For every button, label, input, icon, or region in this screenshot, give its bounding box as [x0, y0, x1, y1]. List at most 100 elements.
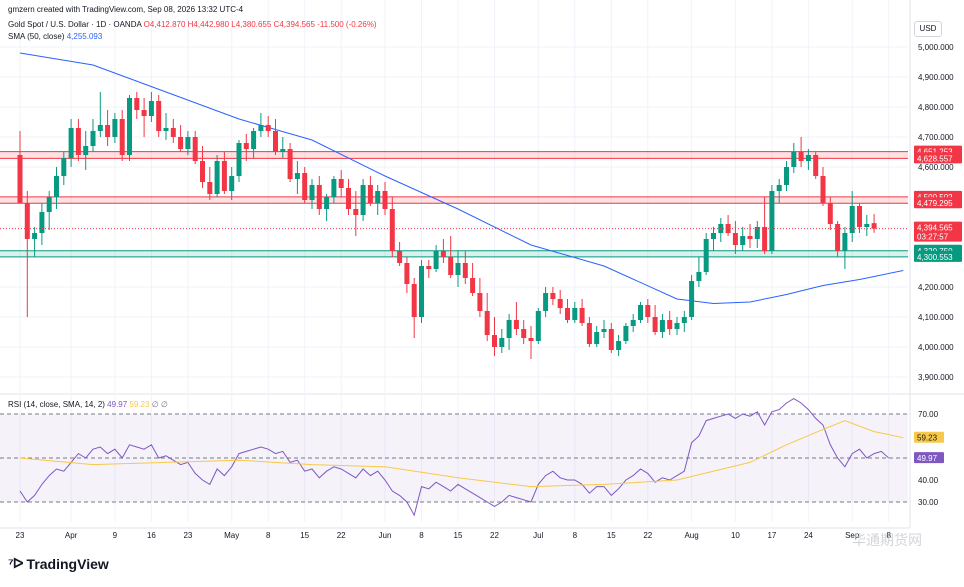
- candle-body: [353, 209, 359, 215]
- price-tick-label: 4,800.000: [918, 103, 954, 112]
- candle-body: [813, 155, 819, 176]
- candle-body: [455, 263, 461, 275]
- zone-band-support: [0, 250, 908, 257]
- watermark-text: 华通期货网: [852, 532, 922, 548]
- candle-body: [513, 320, 519, 329]
- candle-body: [265, 125, 271, 131]
- candle-body: [97, 125, 103, 131]
- candle-body: [754, 227, 760, 239]
- price-tick-label: 4,200.000: [918, 283, 954, 292]
- time-tick-label: 23: [16, 531, 25, 540]
- candle-body: [324, 197, 330, 209]
- candle-body: [732, 233, 738, 245]
- brand-name: TradingView: [26, 555, 109, 572]
- candle-body: [645, 305, 651, 317]
- time-tick-label: 15: [454, 531, 463, 540]
- zone-price-tag: [914, 152, 962, 164]
- candle-body: [586, 323, 592, 344]
- candle-body: [864, 224, 870, 227]
- candle-body: [163, 128, 169, 131]
- candle-body: [389, 209, 395, 251]
- last-price-label: 4,394.565: [917, 224, 953, 233]
- candle-body: [229, 176, 235, 191]
- time-tick-label: 10: [731, 531, 740, 540]
- candle-body: [565, 308, 570, 320]
- price-tick-label: 4,600.000: [918, 163, 954, 172]
- candle-body: [638, 305, 643, 320]
- candle-body: [316, 185, 322, 209]
- candle-body: [32, 233, 38, 239]
- candle-body: [528, 338, 534, 341]
- candle-body: [119, 119, 125, 155]
- candle-body: [857, 206, 862, 227]
- candle-body: [601, 329, 607, 332]
- candle-body: [740, 236, 746, 245]
- zone-band-resistance: [0, 151, 908, 159]
- price-tick-label: 4,700.000: [918, 133, 954, 142]
- time-tick-label: 16: [147, 531, 156, 540]
- rsi-tick-label: 40.00: [918, 476, 939, 485]
- candle-body: [39, 212, 45, 233]
- candle-body: [623, 326, 629, 341]
- candle-body: [659, 320, 665, 332]
- candle-body: [221, 161, 227, 191]
- candle-body: [192, 137, 198, 161]
- candle-body: [769, 191, 775, 251]
- rsi-tick-label: 70.00: [918, 410, 939, 419]
- candle-body: [477, 293, 483, 311]
- time-tick-label: 9: [113, 531, 118, 540]
- candle-body: [791, 152, 797, 167]
- candle-body: [652, 317, 658, 332]
- candle-body: [594, 332, 600, 344]
- candle-body: [535, 311, 541, 341]
- time-tick-label: Jun: [379, 531, 392, 540]
- time-tick-label: Apr: [65, 531, 78, 540]
- zone-price-label: 4,479.295: [917, 199, 953, 208]
- candle-body: [798, 152, 804, 161]
- tradingview-logo-icon: ⁷ᐅ: [8, 555, 24, 571]
- rsi-ma-line: [19, 420, 904, 488]
- candle-body: [294, 173, 300, 179]
- candle-body: [280, 149, 286, 152]
- candle-body: [17, 155, 23, 203]
- candle-body: [674, 323, 680, 329]
- candle-body: [90, 131, 96, 146]
- candle-body: [747, 236, 753, 239]
- candle-body: [127, 98, 132, 155]
- candle-body: [725, 224, 731, 233]
- sma-50-line: [19, 52, 904, 305]
- candle-body: [251, 131, 257, 149]
- candle-body: [243, 143, 249, 149]
- candle-body: [820, 176, 826, 203]
- rsi-value-tag: [914, 452, 944, 464]
- candle-body: [83, 146, 89, 155]
- candle-body: [572, 308, 578, 320]
- candle-body: [302, 173, 308, 200]
- candle-body: [404, 263, 410, 284]
- candle-body: [141, 110, 147, 116]
- candle-body: [397, 251, 403, 263]
- currency-badge[interactable]: USD: [914, 21, 942, 37]
- candle-body: [784, 167, 789, 185]
- rsi-sma-legend-value: 59.23: [129, 400, 150, 409]
- last-price-tag: [914, 221, 962, 242]
- time-tick-label: 22: [337, 531, 346, 540]
- candle-body: [411, 284, 417, 317]
- brand-logo[interactable]: ⁷ᐅ TradingView: [8, 555, 109, 572]
- ohlc-high: H4,442.980: [187, 20, 230, 29]
- sma-legend: SMA (50, close) 4,255.093: [8, 32, 102, 41]
- ohlc-close: C4,394.565: [273, 20, 315, 29]
- time-tick-label: 8: [266, 531, 271, 540]
- candle-body: [521, 329, 527, 338]
- symbol-name: Gold Spot / U.S. Dollar · 1D · OANDA: [8, 20, 142, 29]
- time-tick-label: 22: [643, 531, 652, 540]
- candle-body: [134, 98, 140, 110]
- candle-body: [105, 125, 111, 137]
- candle-body: [156, 101, 162, 131]
- candle-body: [200, 161, 205, 182]
- candle-body: [499, 338, 505, 347]
- price-tick-label: 4,000.000: [918, 343, 954, 352]
- candle-body: [616, 341, 622, 350]
- candle-body: [557, 299, 563, 308]
